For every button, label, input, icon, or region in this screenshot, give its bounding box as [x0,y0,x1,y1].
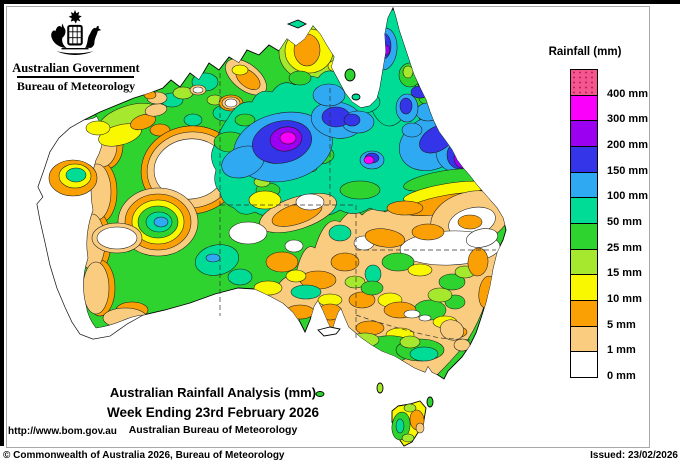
commonwealth-star [68,9,82,24]
legend-label-5-mm: 5 mm [607,319,636,331]
state-borders [219,73,496,341]
legend-label-50-mm: 50 mm [607,216,642,228]
legend-bar [570,69,598,379]
tasmania [391,400,427,447]
king-island [315,391,325,397]
legend-label-10-mm: 10 mm [607,293,642,305]
legend-swatch-0-mm [570,351,598,378]
footer-issued: Issued: 23/02/2026 [590,450,678,461]
legend-swatch-150-mm [570,146,598,173]
footer-url: http://www.bom.gov.au [8,426,117,437]
legend-swatch-100-mm [570,172,598,198]
legend-label-0-mm: 0 mm [607,370,636,382]
legend-title: Rainfall (mm) [548,46,622,58]
left-black-bar [0,0,4,446]
legend-label-300-mm: 300 mm [607,113,648,125]
legend-swatch-200-mm [570,120,598,147]
bureau-title: Bureau of Meteorology [16,79,136,93]
legend-label-150-mm: 150 mm [607,165,648,177]
map-subtitle-date: Week Ending 23rd February 2026 [106,405,320,420]
legend-swatch-10-mm [570,274,598,301]
map-titles: Australian Rainfall Analysis (mm) Week E… [63,385,363,436]
header-divider [17,76,134,78]
gov-title: Australian Government [12,61,140,75]
legend-swatch-1-mm [570,326,598,352]
bass-strait-island [376,382,384,394]
legend-swatch-300-mm [570,95,598,121]
legend-swatch-15-mm [570,249,598,275]
groote-eylandt [344,68,356,82]
flinders-island [426,396,434,408]
emu [85,25,102,48]
legend-label-200-mm: 200 mm [607,139,648,151]
map-subtitle-org: Australian Bureau of Meteorology [128,424,298,436]
frame-border [6,6,650,448]
shield [67,24,83,46]
coat-of-arms [51,9,102,55]
melville-island [286,19,308,29]
legend-labels: 400 mm 300 mm 200 mm 150 mm 100 mm 50 mm 25 mm… [607,69,667,382]
legend-label-25-mm: 25 mm [607,242,642,254]
islands [286,19,434,408]
legend-label-15-mm: 15 mm [607,267,642,279]
legend-swatch-5-mm [570,300,598,327]
mornington-island [351,93,361,101]
footer-copyright: © Commonwealth of Australia 2026, Bureau… [3,450,285,461]
kangaroo [51,23,67,48]
legend-label-1-mm: 1 mm [607,344,636,356]
map-title: Australian Rainfall Analysis (mm) [109,385,317,400]
kangaroo-island [317,326,341,337]
scroll [56,51,94,55]
legend-swatch-25-mm [570,223,598,250]
legend-swatch-50-mm [570,197,598,224]
legend-label-100-mm: 100 mm [607,190,648,202]
top-black-bar [0,0,680,4]
legend-label-400-mm: 400 mm [607,88,648,100]
legend-swatch-400-mm [570,69,598,96]
